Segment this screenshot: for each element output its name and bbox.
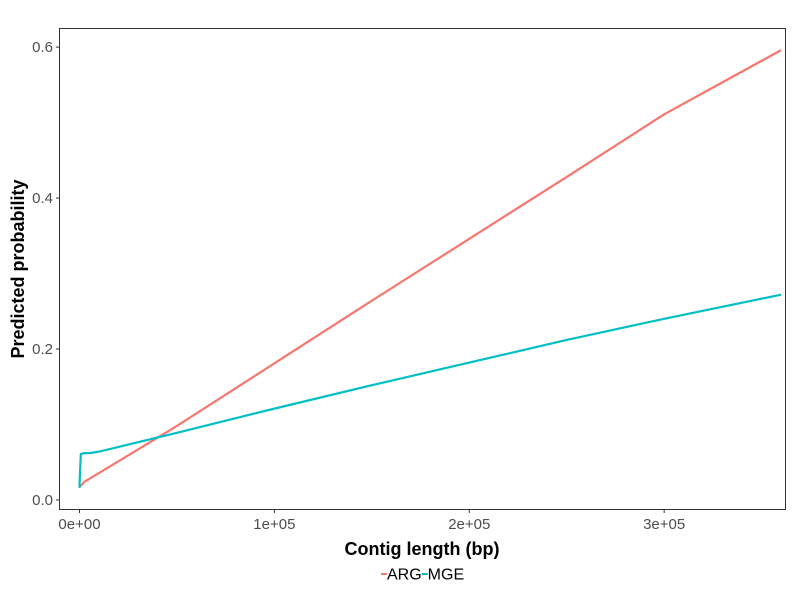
y-tick-label: 0.6 — [32, 39, 53, 56]
legend-label-arg: ARG — [387, 567, 422, 584]
y-axis: 0.0 0.2 0.4 0.6 — [32, 39, 60, 509]
x-axis: 0e+00 1e+05 2e+05 3e+05 — [58, 509, 685, 533]
y-tick-label: 0.0 — [32, 492, 53, 509]
legend: ARG MGE — [381, 567, 464, 584]
x-tick-label: 1e+05 — [253, 516, 295, 533]
y-tick-label: 0.4 — [32, 190, 53, 207]
x-tick-label: 3e+05 — [643, 516, 685, 533]
x-axis-title: Contig length (bp) — [345, 539, 500, 559]
series-layer — [78, 49, 782, 488]
y-axis-title: Predicted probability — [8, 179, 28, 358]
x-tick-label: 2e+05 — [448, 516, 490, 533]
y-tick-label: 0.2 — [32, 341, 53, 358]
legend-label-mge: MGE — [428, 567, 464, 584]
series-line-mge — [78, 293, 782, 488]
x-tick-label: 0e+00 — [58, 516, 100, 533]
series-line-arg — [78, 49, 782, 488]
